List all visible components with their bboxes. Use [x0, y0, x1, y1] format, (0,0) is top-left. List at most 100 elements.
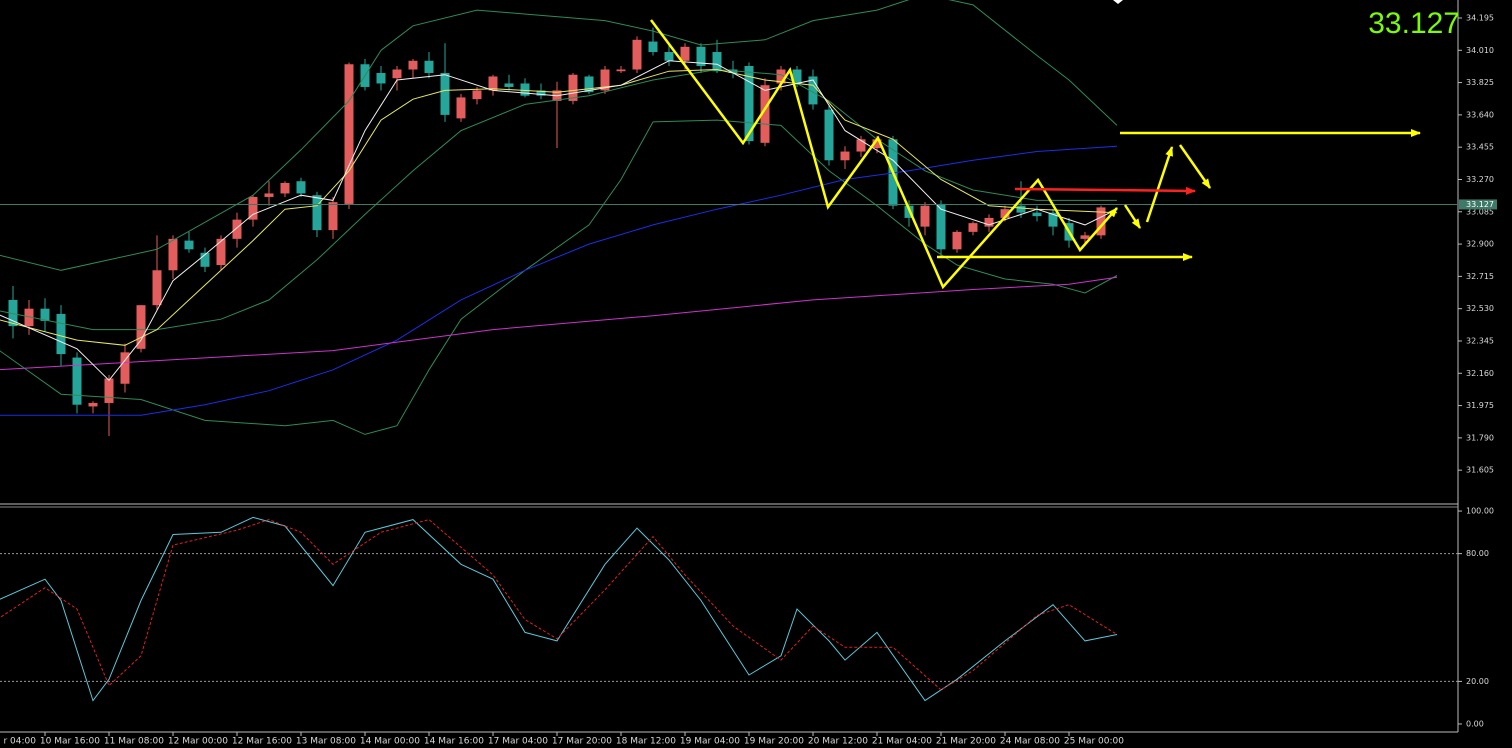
candle-body — [584, 76, 594, 93]
candle-body — [1096, 207, 1106, 236]
candle-body — [664, 52, 674, 61]
candle-body — [504, 83, 514, 87]
candle-body — [1016, 205, 1026, 213]
x-tick-label: 19 Mar 04:00 — [680, 737, 740, 747]
candle-body — [200, 252, 210, 267]
y-tick-label: 32.715 — [1466, 272, 1494, 281]
y-tick-label: 0.00 — [1466, 719, 1484, 728]
candle-body — [168, 238, 178, 271]
zigzag-arrow — [1123, 204, 1142, 229]
candle-body — [536, 90, 546, 96]
x-tick-label: 25 Mar 00:00 — [1064, 737, 1124, 747]
candle-body — [72, 357, 82, 405]
candle-body — [216, 238, 226, 266]
candle-body — [808, 76, 818, 105]
y-tick-label: 33.085 — [1466, 207, 1494, 216]
indicator-line — [0, 60, 1118, 382]
indicator-line — [0, 68, 1118, 346]
candle-body — [296, 181, 306, 194]
candle-body — [472, 90, 482, 100]
candle-body — [184, 240, 194, 250]
candle-body — [936, 203, 946, 250]
oscillator-panel — [0, 516, 1458, 702]
candle-body — [424, 60, 434, 73]
marker — [1113, 0, 1123, 4]
y-tick-label: 34.195 — [1466, 13, 1494, 22]
candle-body — [856, 139, 866, 152]
candle-body — [952, 231, 962, 250]
candle-body — [40, 308, 50, 321]
candle-body — [280, 182, 290, 194]
y-tick-label: 33.455 — [1466, 143, 1494, 152]
candle-body — [760, 85, 770, 143]
candle-body — [984, 217, 994, 227]
candle-body — [488, 76, 498, 91]
candle-body — [792, 69, 802, 84]
candle-body — [328, 202, 338, 231]
candle-body — [632, 39, 642, 70]
candle-body — [680, 46, 690, 61]
x-tick-label: 13 Mar 08:00 — [296, 737, 356, 747]
main-panel — [0, 0, 1458, 437]
x-tick-label: 14 Mar 16:00 — [424, 737, 484, 747]
x-tick-label: 21 Mar 04:00 — [872, 737, 932, 747]
y-tick-label: 32.160 — [1466, 369, 1494, 378]
x-tick-label: 20 Mar 12:00 — [808, 737, 868, 747]
candle-body — [1080, 235, 1090, 239]
candle-body — [8, 299, 18, 327]
oscillator-line — [0, 519, 1118, 691]
candle-body — [392, 69, 402, 79]
zigzag-arrow — [649, 19, 1118, 290]
candle-body — [824, 109, 834, 161]
candle-body — [312, 195, 322, 231]
candle-body — [232, 219, 242, 239]
candle-body — [744, 65, 754, 142]
x-tick-label: 24 Mar 08:00 — [1000, 737, 1060, 747]
candle-body — [248, 196, 258, 220]
candle-body — [776, 69, 786, 84]
y-tick-label: 20.00 — [1466, 677, 1489, 686]
indicator-line — [0, 276, 1118, 371]
candle-body — [120, 352, 130, 384]
candle-body — [56, 313, 66, 355]
x-tick-label: 14 Mar 00:00 — [360, 737, 420, 747]
candle-body — [1000, 209, 1010, 218]
x-tick-label: 18 Mar 12:00 — [616, 737, 676, 747]
x-tick-label: 19 Mar 20:00 — [744, 737, 804, 747]
candle-body — [840, 151, 850, 161]
candle-body — [520, 83, 530, 96]
axes: 34.195 34.010 33.825 33.640 33.455 33.270 33.0… — [4, 13, 1497, 747]
x-tick-label: 12 Mar 16:00 — [232, 737, 292, 747]
indicator-line — [0, 119, 1118, 435]
y-tick-label: 33.270 — [1466, 175, 1494, 184]
candle-body — [968, 223, 978, 232]
y-tick-label: 31.975 — [1466, 401, 1494, 410]
indicator-line — [0, 145, 1118, 416]
y-tick-label: 32.530 — [1466, 304, 1494, 313]
current-price-label: 33.127 — [1466, 200, 1494, 209]
y-tick-label: 31.605 — [1466, 466, 1494, 475]
zigzag-arrow — [1178, 144, 1212, 189]
candle-body — [440, 72, 450, 115]
candle-body — [1032, 212, 1042, 217]
candle-body — [408, 60, 418, 70]
y-tick-label: 31.790 — [1466, 433, 1494, 442]
current-price: 33.127 — [1368, 7, 1460, 40]
resistance-arrow — [1014, 186, 1196, 195]
x-tick-label: 17 Mar 20:00 — [552, 737, 612, 747]
x-tick-label: 11 Mar 08:00 — [104, 737, 164, 747]
candle-body — [712, 52, 722, 72]
x-tick-label: 10 Mar 16:00 — [40, 737, 100, 747]
drawn-arrows — [649, 0, 1421, 290]
candle-body — [616, 69, 626, 72]
candle-body — [344, 64, 354, 204]
candle-body — [376, 72, 386, 84]
candle-body — [920, 205, 930, 227]
y-tick-label: 34.010 — [1466, 46, 1494, 55]
y-tick-label: 32.900 — [1466, 240, 1494, 249]
zigzag-arrow — [1145, 146, 1174, 223]
y-tick-label: 33.640 — [1466, 110, 1494, 119]
x-tick-label: 21 Mar 20:00 — [936, 737, 996, 747]
y-tick-label: 80.00 — [1466, 549, 1489, 558]
